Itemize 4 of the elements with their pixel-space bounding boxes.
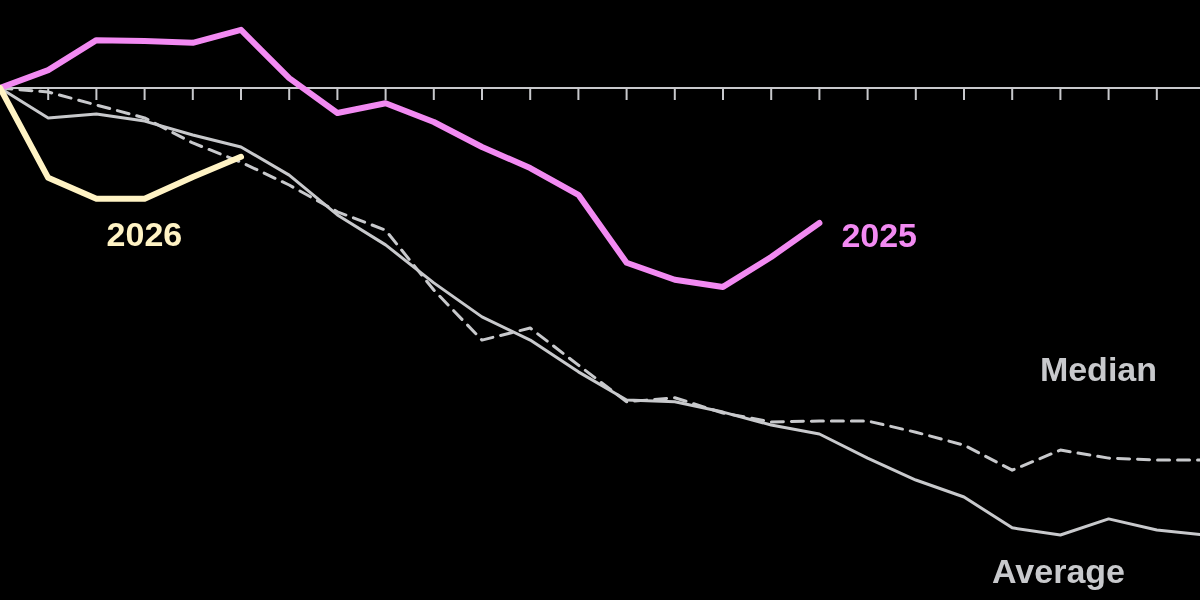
series-label: Median [1039, 350, 1157, 389]
series-label: Average [992, 552, 1125, 590]
series-label: 2026 [106, 214, 183, 253]
series-label: 2025 [841, 215, 918, 254]
